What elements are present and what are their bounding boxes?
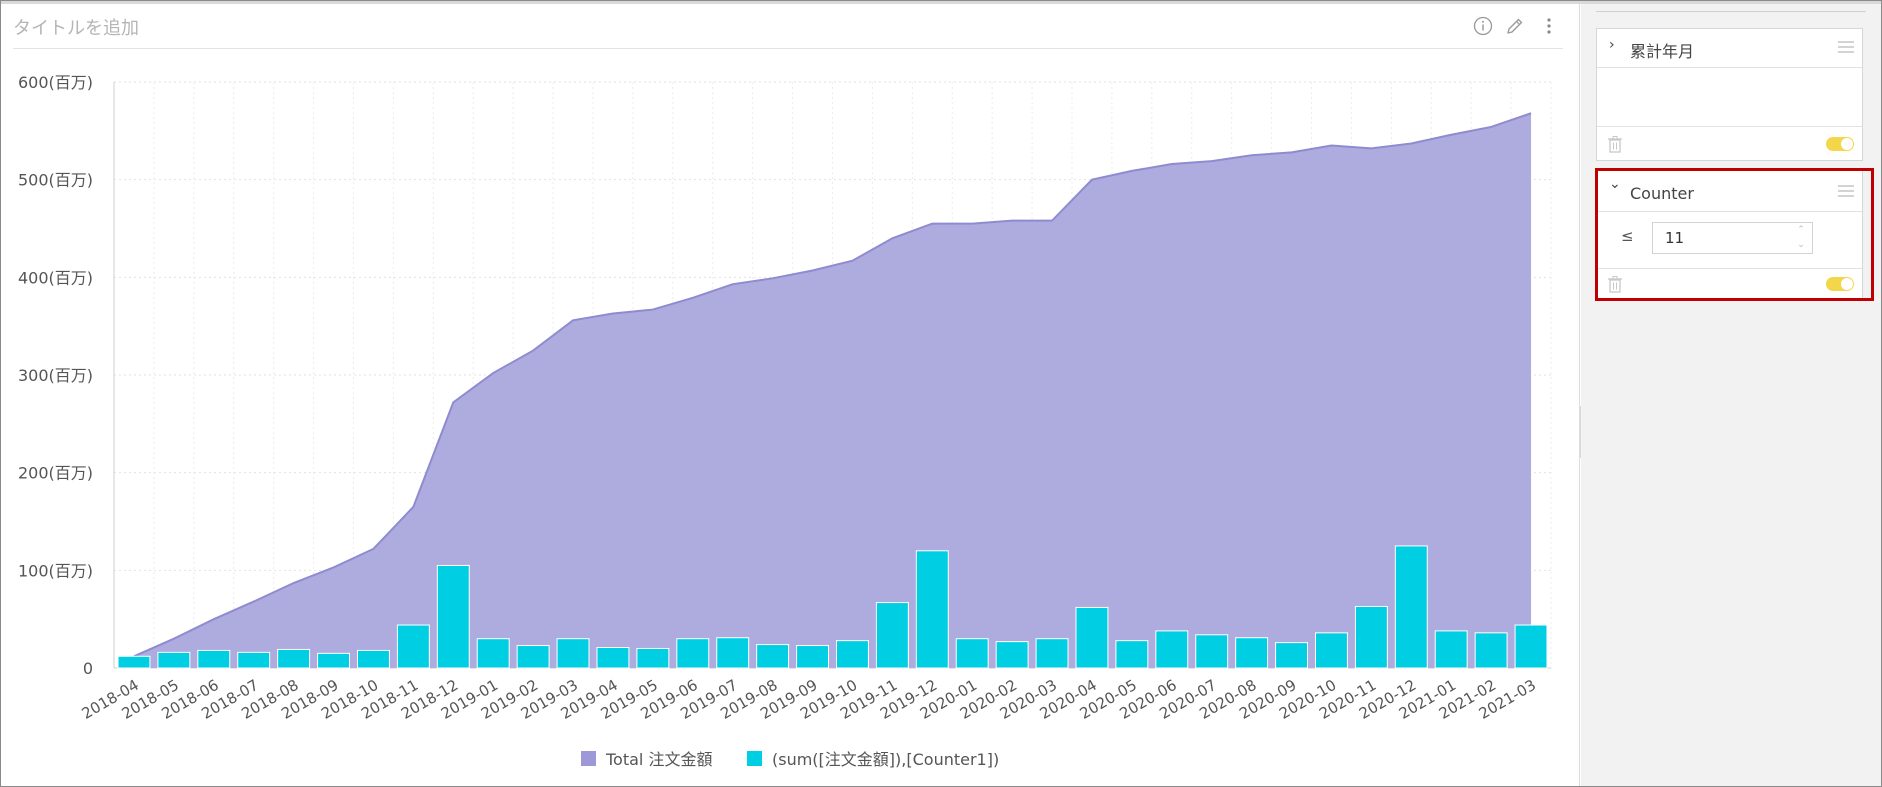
filter-card-cumulative-month: › 累計年月 <box>1596 28 1863 161</box>
bar <box>237 651 271 669</box>
pencil-icon[interactable] <box>1504 15 1526 37</box>
y-tick-label: 400(百万) <box>18 268 93 287</box>
legend-label-bar: (sum([注文金額]),[Counter1]) <box>772 750 1000 769</box>
filter-title: Counter <box>1630 184 1694 203</box>
filter-panel: › 累計年月 ⌄ Counter <box>1581 4 1881 786</box>
counter-value-input[interactable] <box>1652 222 1813 254</box>
filter-card-counter: ⌄ Counter ≤ ⌃ ⌄ <box>1596 170 1863 301</box>
info-icon[interactable] <box>1472 15 1494 37</box>
title-divider <box>13 48 1563 49</box>
bar <box>556 638 590 669</box>
bar <box>1354 605 1388 669</box>
bar <box>835 640 869 669</box>
y-tick-label: 100(百万) <box>18 561 93 580</box>
area-series-fill <box>133 113 1532 668</box>
bar <box>676 638 710 669</box>
bar <box>796 645 830 669</box>
filter-operator[interactable]: ≤ <box>1621 227 1634 245</box>
bar <box>915 550 949 669</box>
bar <box>1115 640 1149 669</box>
chevron-right-icon[interactable]: › <box>1609 37 1615 53</box>
bar <box>197 649 231 669</box>
legend-label-area: Total 注文金額 <box>606 750 713 769</box>
top-border <box>1 1 1881 4</box>
spin-up-icon[interactable]: ⌃ <box>1797 225 1805 235</box>
bar <box>436 564 470 669</box>
spin-down-icon[interactable]: ⌄ <box>1797 240 1805 250</box>
y-tick-label: 200(百万) <box>18 464 93 483</box>
more-vertical-icon[interactable] <box>1538 15 1560 37</box>
bar <box>1035 638 1069 669</box>
trash-icon[interactable] <box>1607 275 1623 293</box>
drag-handle-icon[interactable] <box>1838 185 1854 197</box>
card-divider <box>1597 268 1862 269</box>
bar <box>1474 632 1508 669</box>
chart-widget: タイトルを追加 600(百万) 500(百万) 400(百万) 300(百万) 200(… <box>1 4 1579 786</box>
bar <box>1514 624 1548 669</box>
panel-divider <box>1579 4 1580 786</box>
filter-card-header[interactable]: ⌄ Counter <box>1597 171 1862 209</box>
bar <box>596 646 630 669</box>
toggle-knob <box>1841 138 1853 150</box>
legend-item-bar[interactable]: (sum([注文金額]),[Counter1]) <box>747 746 999 770</box>
widget-title-placeholder[interactable]: タイトルを追加 <box>13 18 139 39</box>
y-tick-label: 0 <box>83 659 93 678</box>
bar <box>1434 630 1468 669</box>
bar <box>716 637 750 669</box>
trash-icon[interactable] <box>1607 135 1623 153</box>
y-tick-label: 300(百万) <box>18 366 93 385</box>
bar <box>117 655 151 669</box>
bar <box>1155 630 1189 669</box>
combo-chart: 600(百万) 500(百万) 400(百万) 300(百万) 200(百万) 100(百… <box>18 73 1552 723</box>
bar <box>476 638 510 669</box>
card-divider <box>1597 67 1862 68</box>
toggle-knob <box>1841 278 1853 290</box>
card-divider <box>1597 211 1862 212</box>
bar <box>516 645 550 669</box>
number-spinner[interactable]: ⌃ ⌄ <box>1791 223 1811 253</box>
bar <box>157 651 191 669</box>
bar <box>875 602 909 669</box>
card-divider <box>1597 126 1862 127</box>
filter-card-header[interactable]: › 累計年月 <box>1597 29 1862 67</box>
bar <box>396 624 430 669</box>
filter-title: 累計年月 <box>1630 42 1695 61</box>
legend-swatch-bar <box>747 750 762 766</box>
bar <box>1235 637 1269 669</box>
bar <box>1075 606 1109 669</box>
y-tick-label: 500(百万) <box>18 171 93 190</box>
bar <box>995 641 1029 669</box>
chevron-down-icon[interactable]: ⌄ <box>1609 176 1621 192</box>
legend-swatch-area <box>581 750 596 766</box>
bar <box>1314 632 1348 669</box>
chart-legend: Total 注文金額 (sum([注文金額]),[Counter1]) <box>1 746 1579 770</box>
filter-enable-toggle[interactable] <box>1826 277 1854 291</box>
bar <box>356 649 390 669</box>
bar <box>1275 642 1309 669</box>
area-series-line <box>133 112 1532 658</box>
bar <box>1394 545 1428 669</box>
bar <box>636 647 670 669</box>
panel-top-rule <box>1596 11 1866 12</box>
filter-enable-toggle[interactable] <box>1826 137 1854 151</box>
bar <box>277 648 311 669</box>
bar <box>756 644 790 669</box>
legend-item-area[interactable]: Total 注文金額 <box>581 746 712 770</box>
bar <box>1195 634 1229 669</box>
bar <box>317 652 351 669</box>
drag-handle-icon[interactable] <box>1838 41 1854 53</box>
y-tick-label: 600(百万) <box>18 73 93 92</box>
bar <box>955 638 989 669</box>
